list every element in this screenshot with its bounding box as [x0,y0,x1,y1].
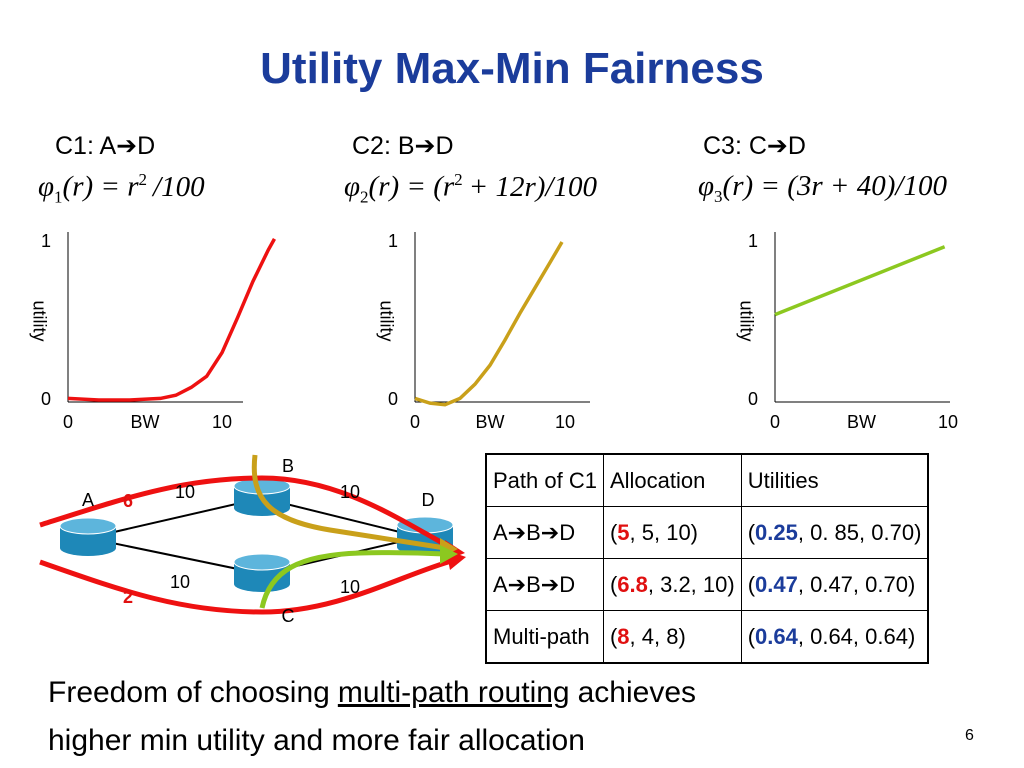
y-tick-label: 0 [748,389,758,409]
table-cell: (5, 5, 10) [602,506,742,559]
formula-part: 1 [54,187,63,207]
table-cell: (0.64, 0.64, 0.64) [740,610,929,664]
node-label: B [282,456,294,476]
x-axis-label: BW [847,412,876,432]
cell-text: , 0.64, 0.64) [797,623,916,649]
flow-amount: 2 [123,587,133,607]
cell-text: , 0.47, 0.70) [797,571,916,597]
flow-label: C2: B➔D [352,132,454,160]
y-axis-label: utility [29,300,49,341]
header-cell: Utilities [740,453,929,507]
flow-label: C3: C➔D [703,132,806,160]
x-tick-label: 0 [63,412,73,432]
formula-part: + 12r)/100 [468,170,597,203]
cell-text: 8 [617,623,630,649]
x-tick-label: 10 [938,412,958,432]
cell-text: A➔B➔D [493,519,576,545]
cell-text: , 0. 85, 0.70) [797,519,922,545]
cell-text: ( [747,623,756,649]
y-axis-label: utility [736,300,756,341]
y-tick-label: 1 [388,231,398,251]
cell-text: , 4, 8) [629,623,686,649]
cell-text: 5 [617,519,630,545]
formula-part: φ [344,170,361,203]
utility-curve [67,237,276,402]
x-axis-label: BW [131,412,160,432]
x-axis-label: BW [476,412,505,432]
formula-part: φ [698,170,715,202]
edge-label: 10 [340,577,360,597]
table-row: A➔B➔D (5, 5, 10) (0.25, 0. 85, 0.70) [485,506,929,559]
edge-label: 10 [340,482,360,502]
table-row: Path of C1 Allocation Utilities [485,453,929,507]
page-number: 6 [965,727,974,744]
cell-text: Multi-path [493,623,590,649]
cell-text: , 5, 10) [629,519,699,545]
flow-arrows [39,454,466,615]
formula-part: (r) = r [62,170,139,203]
formula-part: 2 [454,170,463,189]
y-tick-label: 0 [388,389,398,409]
x-tick-label: 10 [212,412,232,432]
cell-text: ( [609,623,618,649]
x-tick-label: 0 [410,412,420,432]
footer-text: multi-path routing [337,676,570,709]
table-cell: Multi-path [485,610,604,664]
cell-text: A➔B➔D [493,571,576,597]
edge-label: 10 [170,572,190,592]
cell-text: ( [747,571,756,597]
table-cell: (6.8, 3.2, 10) [602,558,742,611]
routers [59,477,454,592]
x-tick-label: 10 [555,412,575,432]
edge-label: 10 [175,482,195,502]
header-cell: Allocation [602,453,742,507]
flow-label: C1: A➔D [55,132,156,160]
node-label: C [282,606,295,626]
formula-part: 2 [360,187,369,207]
cell-text: 0.25 [755,519,798,545]
node-label: D [422,490,435,510]
cell-text: ( [747,519,756,545]
table-cell: A➔B➔D [485,506,604,559]
table-row: Multi-path (8, 4, 8) (0.64, 0.64, 0.64) [485,610,929,664]
utility-curve [774,245,946,317]
formula-part: 3 [714,186,723,206]
slide-title: Utility Max-Min Fairness [260,44,764,93]
footer-line: Freedom of choosing multi-path routing ach… [48,676,696,710]
table-cell: (0.25, 0. 85, 0.70) [740,506,929,559]
formula-part: (r) = (3r + 40)/100 [722,170,947,202]
footer-line: higher min utility and more fair allocat… [48,724,585,757]
table-cell: A➔B➔D [485,558,604,611]
y-tick-label: 0 [41,389,51,409]
formula: φ2(r) = (r2 + 12r)/100 [344,170,597,207]
cell-text: ( [609,519,618,545]
results-table: Path of C1 Allocation Utilities A➔B➔D (5, 5,… [485,453,930,664]
header-cell: Path of C1 [485,453,604,507]
utility-curve [414,241,564,407]
node-label: A [82,490,94,510]
cell-text: 6.8 [617,571,648,597]
formula-part: (r) = (r [368,170,455,203]
x-tick-label: 0 [770,412,780,432]
table-cell: (0.47, 0.47, 0.70) [740,558,929,611]
footer-text: achieves [577,676,697,709]
table-cell: (8, 4, 8) [602,610,742,664]
footer-text: Freedom of choosing [48,676,330,709]
formula-part: 2 [138,170,148,189]
table-row: A➔B➔D (6.8, 3.2, 10) (0.47, 0.47, 0.70) [485,558,929,611]
cell-text: ( [609,571,618,597]
formula-part: φ [38,170,55,203]
cell-text: 0.64 [755,623,798,649]
formula: φ3(r) = (3r + 40)/100 [698,170,947,207]
y-axis-label: utility [376,300,396,341]
y-tick-label: 1 [748,231,758,251]
cell-text: , 3.2, 10) [647,571,735,597]
formula: φ1(r) = r2/100 [38,170,205,207]
formula-part: /100 [153,170,205,203]
flow-amount: 6 [123,491,133,511]
y-tick-label: 1 [41,231,51,251]
cell-text: 0.47 [755,571,798,597]
